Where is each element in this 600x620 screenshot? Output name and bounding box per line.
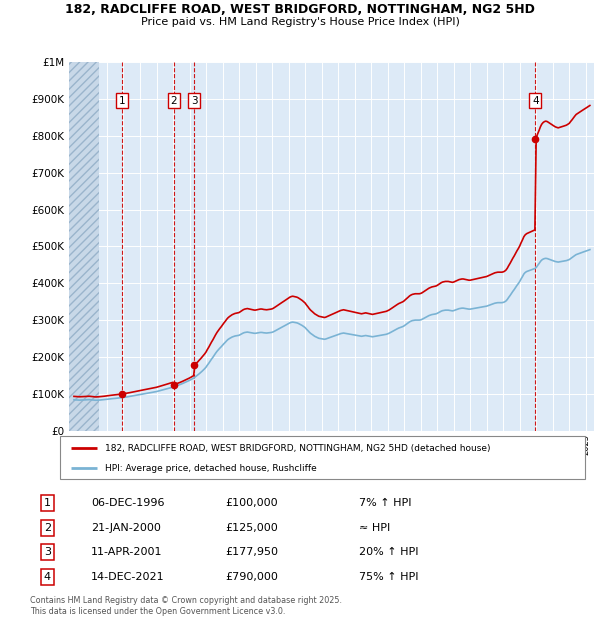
- Text: 20% ↑ HPI: 20% ↑ HPI: [359, 547, 418, 557]
- Text: 14-DEC-2021: 14-DEC-2021: [91, 572, 164, 582]
- Text: 4: 4: [532, 95, 539, 106]
- Text: 182, RADCLIFFE ROAD, WEST BRIDGFORD, NOTTINGHAM, NG2 5HD: 182, RADCLIFFE ROAD, WEST BRIDGFORD, NOT…: [65, 3, 535, 16]
- Text: 3: 3: [44, 547, 51, 557]
- Text: 06-DEC-1996: 06-DEC-1996: [91, 498, 164, 508]
- Text: ≈ HPI: ≈ HPI: [359, 523, 390, 533]
- Text: £790,000: £790,000: [225, 572, 278, 582]
- Text: Price paid vs. HM Land Registry's House Price Index (HPI): Price paid vs. HM Land Registry's House …: [140, 17, 460, 27]
- Text: £125,000: £125,000: [225, 523, 278, 533]
- Text: £100,000: £100,000: [225, 498, 278, 508]
- Text: 1: 1: [44, 498, 51, 508]
- Text: 2: 2: [170, 95, 177, 106]
- Text: £177,950: £177,950: [225, 547, 278, 557]
- Text: 11-APR-2001: 11-APR-2001: [91, 547, 163, 557]
- Text: 75% ↑ HPI: 75% ↑ HPI: [359, 572, 418, 582]
- Text: 1: 1: [119, 95, 125, 106]
- Text: HPI: Average price, detached house, Rushcliffe: HPI: Average price, detached house, Rush…: [104, 464, 316, 472]
- Text: Contains HM Land Registry data © Crown copyright and database right 2025.
This d: Contains HM Land Registry data © Crown c…: [30, 596, 342, 616]
- Text: 3: 3: [191, 95, 197, 106]
- Text: 4: 4: [44, 572, 51, 582]
- Text: 182, RADCLIFFE ROAD, WEST BRIDGFORD, NOTTINGHAM, NG2 5HD (detached house): 182, RADCLIFFE ROAD, WEST BRIDGFORD, NOT…: [104, 444, 490, 453]
- Text: 7% ↑ HPI: 7% ↑ HPI: [359, 498, 412, 508]
- Text: 2: 2: [44, 523, 51, 533]
- Text: 21-JAN-2000: 21-JAN-2000: [91, 523, 161, 533]
- Bar: [69, 62, 99, 431]
